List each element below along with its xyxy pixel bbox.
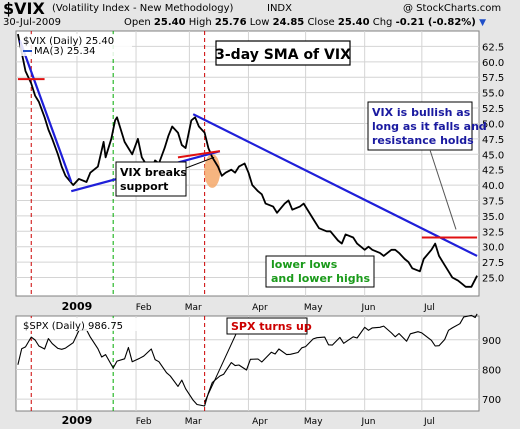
- title-box: [215, 40, 351, 66]
- low-value: 24.85: [272, 17, 305, 28]
- vix-panel: [15, 30, 480, 297]
- callout-lower-line: and lower highs: [271, 272, 370, 285]
- callout-breaks-line-1: VIX breaks: [120, 166, 187, 179]
- callout-lower-line: lower lows: [271, 258, 338, 271]
- spx-y-tick-label: 900: [482, 336, 501, 347]
- vix-y-tick-label: 50.0: [482, 119, 504, 130]
- callout-bullish-line: long as it falls and: [372, 120, 487, 133]
- symbol-description: (Volatility Index - New Methodology): [52, 3, 234, 14]
- spx-x-tick-label: 2009: [62, 414, 93, 427]
- quote-bar: Open 25.40 High 25.76 Low 24.85 Close 25…: [124, 17, 486, 28]
- vix-legend-price: $VIX (Daily) 25.40: [23, 36, 114, 47]
- chg-value: -0.21 (-0.82%): [395, 17, 476, 28]
- vix-y-tick-label: 37.5: [482, 196, 504, 207]
- callout-spx-pointer: [204, 333, 237, 403]
- chg-arrow-icon: ▼: [479, 18, 486, 28]
- callout-lower-box: [265, 255, 375, 288]
- callout-bullish-box: [367, 101, 473, 151]
- open-label: Open: [124, 17, 151, 28]
- vix-x-tick-label: May: [304, 303, 323, 313]
- vix-legend-ma: MA(3) 25.34: [34, 46, 95, 57]
- spx-x-tick-label: Jun: [360, 417, 375, 427]
- symbol-title: $VIX: [3, 0, 45, 18]
- high-label: High: [188, 17, 212, 28]
- spx-legend-price: $SPX (Daily) 986.75: [23, 321, 123, 332]
- chart-annotation-title: 3-day SMA of VIX: [215, 47, 351, 63]
- callout-bullish-line: VIX is bullish as: [372, 106, 471, 119]
- high-value: 25.76: [214, 17, 247, 28]
- copyright: @ StockCharts.com: [403, 3, 502, 14]
- vix-y-tick-label: 32.5: [482, 227, 504, 238]
- vix-x-tick-label: Jul: [423, 303, 435, 313]
- open-value: 25.40: [153, 17, 186, 28]
- vix-y-tick-label: 27.5: [482, 258, 504, 269]
- callout-bullish-pointer: [429, 149, 457, 230]
- spx-x-tick-label: Jul: [423, 417, 435, 427]
- downtrend-line: [192, 113, 478, 257]
- vix-x-tick-label: Feb: [136, 303, 152, 313]
- close-label: Close: [307, 17, 335, 28]
- vix-y-tick-label: 30.0: [482, 243, 504, 254]
- spx-y-tick-label: 700: [482, 395, 501, 406]
- callout-breaks-line-2: support: [120, 180, 168, 193]
- spx-x-tick-label: Feb: [136, 417, 152, 427]
- callout-breaks-box: [115, 161, 187, 197]
- vix-x-tick-label: Mar: [185, 303, 202, 313]
- support-break-highlight: [204, 153, 221, 188]
- vix-y-tick-label: 35.0: [482, 212, 504, 223]
- vix-y-tick-label: 40.0: [482, 181, 504, 192]
- spx-x-tick-label: Mar: [185, 417, 202, 427]
- vix-y-tick-label: 57.5: [482, 73, 504, 84]
- vix-y-tick-label: 62.5: [482, 42, 504, 53]
- vix-y-tick-label: 55.0: [482, 89, 504, 100]
- vix-x-tick-label: 2009: [62, 300, 93, 313]
- spx-line: [17, 313, 478, 407]
- vix-y-tick-label: 52.5: [482, 104, 504, 115]
- callout-bullish-line: resistance holds: [372, 134, 474, 147]
- close-value: 25.40: [337, 17, 370, 28]
- quote-date: 30-Jul-2009: [3, 17, 62, 28]
- spx-x-tick-label: May: [304, 417, 323, 427]
- vix-y-tick-label: 47.5: [482, 135, 504, 146]
- callout-breaks-pointer: [185, 156, 215, 169]
- vix-legend-bg: [20, 34, 132, 56]
- support-red-line: [177, 150, 221, 159]
- vix-y-tick-label: 60.0: [482, 58, 504, 69]
- vix-x-tick-label: Apr: [252, 303, 268, 313]
- chg-label: Chg: [372, 17, 393, 28]
- low-label: Low: [249, 17, 270, 28]
- exchange-label: INDX: [267, 3, 292, 14]
- vix-x-tick-label: Jun: [360, 303, 375, 313]
- vix-y-tick-label: 25.0: [482, 274, 504, 285]
- callout-spx-box: [226, 317, 308, 335]
- vix-ma-line: [17, 33, 478, 288]
- spx-x-tick-label: Apr: [252, 417, 268, 427]
- vix-y-tick-label: 42.5: [482, 166, 504, 177]
- callout-spx-text: SPX turns up: [231, 320, 312, 333]
- early-downtrend-line: [18, 39, 73, 183]
- vix-y-tick-label: 45.0: [482, 150, 504, 161]
- spx-legend-bg: [20, 318, 140, 331]
- spx-y-tick-label: 800: [482, 365, 501, 376]
